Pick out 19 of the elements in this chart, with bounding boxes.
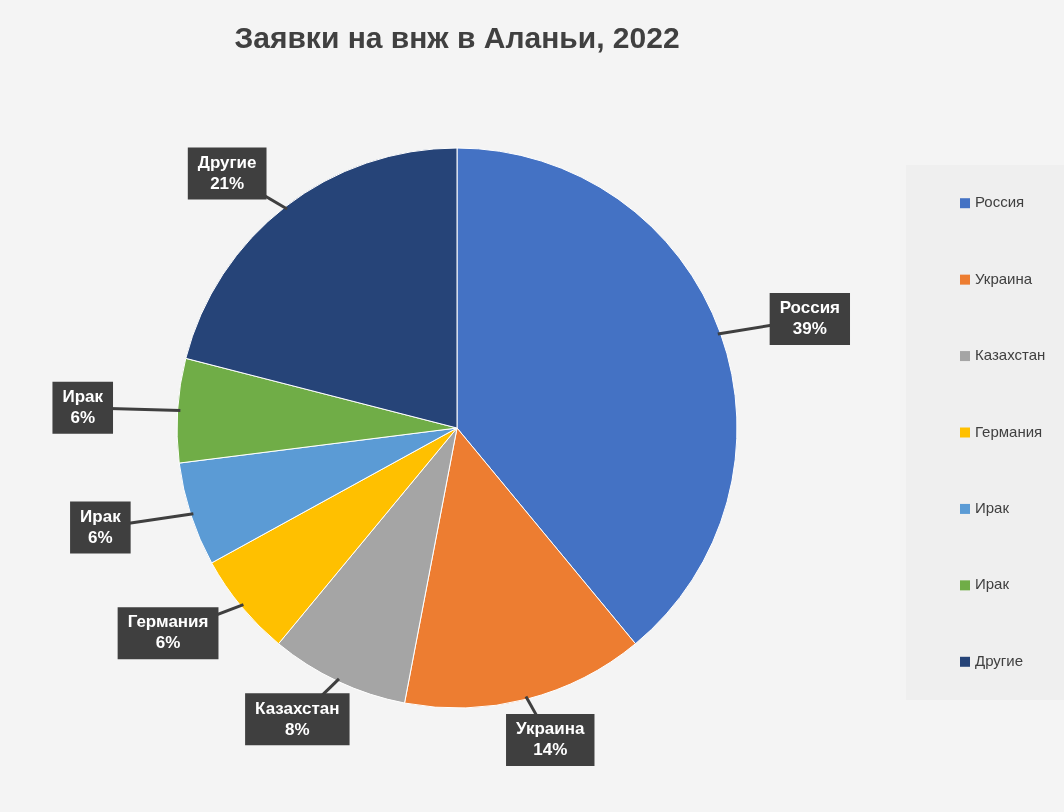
chart-title: Заявки на внж в Аланьи, 2022 bbox=[234, 21, 680, 55]
legend-label: Россия bbox=[975, 193, 1025, 211]
legend-label: Казахстан bbox=[975, 346, 1046, 364]
legend-label: Ирак bbox=[975, 575, 1010, 593]
slice-label: Другие bbox=[197, 152, 257, 172]
slice-label: Россия bbox=[779, 298, 841, 318]
data-label: 8% bbox=[285, 719, 310, 739]
slice-label: Ирак bbox=[62, 386, 104, 406]
legend-label: Ирак bbox=[975, 499, 1010, 517]
data-label: 39% bbox=[792, 319, 827, 339]
data-label: 14% bbox=[533, 740, 568, 760]
slice-label: Украина bbox=[516, 719, 586, 739]
legend-label: Другие bbox=[975, 651, 1024, 669]
slice-label: Ирак bbox=[80, 506, 122, 526]
data-label: 6% bbox=[88, 527, 113, 547]
legend-label: Германия bbox=[975, 422, 1043, 440]
data-label: 6% bbox=[155, 633, 181, 653]
data-label: 6% bbox=[70, 407, 96, 427]
legend-label: Украина bbox=[975, 269, 1033, 287]
